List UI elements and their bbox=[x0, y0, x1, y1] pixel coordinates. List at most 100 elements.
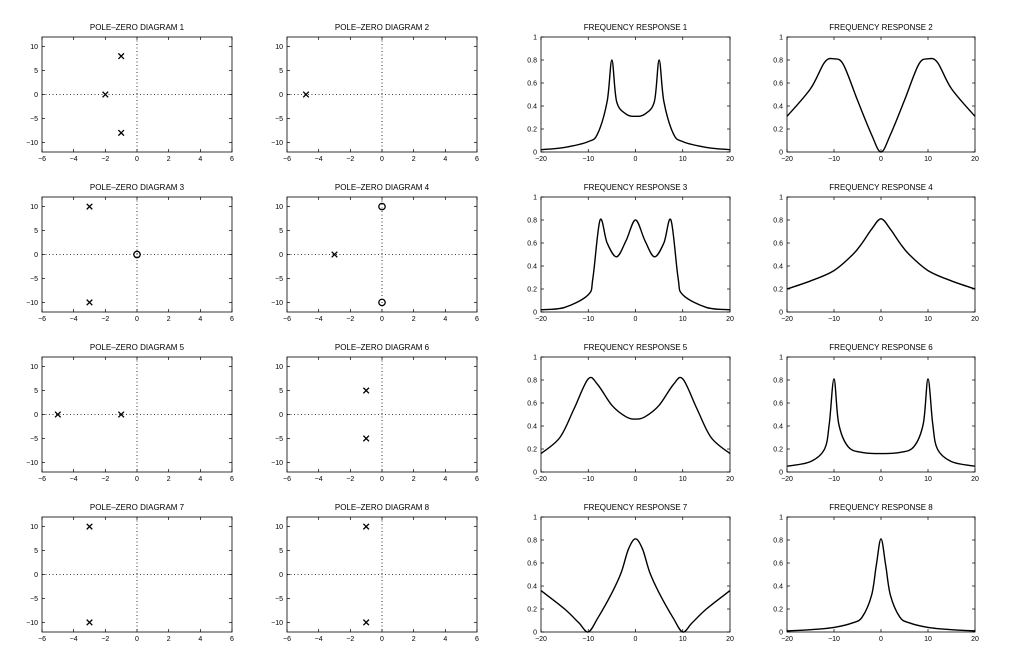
x-tick-label: −20 bbox=[781, 476, 793, 483]
y-tick-label: 0 bbox=[779, 470, 783, 477]
response-curve bbox=[786, 378, 976, 467]
y-tick-label: 0 bbox=[533, 470, 537, 477]
x-tick-label: 4 bbox=[198, 476, 202, 483]
x-tick-label: 2 bbox=[167, 636, 171, 643]
panel-title: FREQUENCY RESPONSE 1 bbox=[584, 23, 688, 32]
panel-title: POLE–ZERO DIAGRAM 5 bbox=[90, 343, 185, 352]
y-tick-label: 0 bbox=[779, 310, 783, 317]
x-tick-label: −10 bbox=[582, 156, 594, 163]
x-tick-label: 2 bbox=[412, 316, 416, 323]
x-tick-label: −6 bbox=[283, 316, 291, 323]
y-tick-label: 0.8 bbox=[773, 58, 783, 65]
x-tick-label: −10 bbox=[828, 156, 840, 163]
panel-fr2: FREQUENCY RESPONSE 2 −20 −10 0 10 20 0 0.2 0.4 0.… bbox=[773, 23, 979, 163]
pole-marker bbox=[362, 435, 370, 442]
pole-marker bbox=[362, 523, 370, 530]
x-tick-label: 0 bbox=[380, 636, 384, 643]
y-tick-label: 0 bbox=[533, 310, 537, 317]
y-tick-label: 0 bbox=[779, 150, 783, 157]
x-tick-label: 0 bbox=[879, 316, 883, 323]
axes-frame bbox=[786, 36, 976, 153]
y-tick-label: 0.4 bbox=[527, 584, 537, 591]
panel-title: POLE–ZERO DIAGRAM 1 bbox=[90, 23, 185, 32]
pole-marker bbox=[362, 619, 370, 626]
panel-title: POLE–ZERO DIAGRAM 6 bbox=[335, 343, 430, 352]
pole-stroke bbox=[117, 411, 125, 418]
x-tick-label: −20 bbox=[535, 156, 547, 163]
axes-frame bbox=[540, 356, 731, 473]
panel-pz8: POLE–ZERO DIAGRAM 8 −6 −4 −2 0 2 4 6 10 5 0 −5 −10 bbox=[271, 503, 479, 643]
x-tick-label: −4 bbox=[315, 636, 323, 643]
x-tick-label: −4 bbox=[315, 316, 323, 323]
y-tick-label: 1 bbox=[779, 195, 783, 202]
y-tick-label: 0.4 bbox=[773, 584, 783, 591]
y-tick-label: −5 bbox=[275, 596, 283, 603]
x-tick-label: 2 bbox=[167, 316, 171, 323]
y-tick-label: 0.4 bbox=[527, 104, 537, 111]
x-tick-label: 2 bbox=[412, 156, 416, 163]
y-tick-label: 0.6 bbox=[527, 561, 537, 568]
y-tick-label: 1 bbox=[533, 515, 537, 522]
panel-title: FREQUENCY RESPONSE 3 bbox=[584, 183, 688, 192]
y-tick-label: 0.6 bbox=[773, 81, 783, 88]
x-tick-label: 20 bbox=[971, 156, 979, 163]
x-tick-label: −4 bbox=[70, 476, 78, 483]
y-tick-label: 1 bbox=[533, 35, 537, 42]
x-tick-label: 10 bbox=[924, 636, 932, 643]
x-tick-label: 6 bbox=[230, 636, 234, 643]
pole-marker bbox=[54, 411, 62, 418]
y-tick-label: 0.2 bbox=[527, 287, 537, 294]
pole-stroke bbox=[362, 387, 370, 394]
x-tick-label: 6 bbox=[230, 316, 234, 323]
y-tick-label: 10 bbox=[275, 44, 283, 51]
y-tick-label: 5 bbox=[279, 68, 283, 75]
x-tick-label: −2 bbox=[101, 636, 109, 643]
pole-stroke bbox=[54, 411, 62, 418]
y-tick-label: −10 bbox=[26, 460, 38, 467]
x-tick-label: 0 bbox=[380, 476, 384, 483]
y-tick-label: 5 bbox=[279, 388, 283, 395]
panel-pz4: POLE–ZERO DIAGRAM 4 −6 −4 −2 0 2 4 6 10 5 0 −5 −10 bbox=[271, 183, 479, 323]
x-tick-label: −2 bbox=[101, 476, 109, 483]
pole-marker bbox=[102, 91, 109, 98]
y-tick-label: 0 bbox=[533, 150, 537, 157]
y-tick-label: −10 bbox=[271, 300, 283, 307]
x-tick-label: −10 bbox=[582, 476, 594, 483]
x-tick-label: 0 bbox=[879, 476, 883, 483]
y-tick-label: 1 bbox=[533, 355, 537, 362]
pole-stroke bbox=[102, 91, 109, 98]
panel-fr7: FREQUENCY RESPONSE 7 −20 −10 0 10 20 0 0.2 0.4 0.… bbox=[527, 503, 734, 643]
panel-title: FREQUENCY RESPONSE 5 bbox=[584, 343, 688, 352]
panel-pz2: POLE–ZERO DIAGRAM 2 −6 −4 −2 0 2 4 6 10 5 0 −5 −10 bbox=[271, 23, 479, 163]
x-tick-label: 0 bbox=[634, 156, 638, 163]
zero-marker bbox=[378, 298, 386, 307]
x-tick-label: 4 bbox=[443, 636, 447, 643]
y-tick-label: 0.6 bbox=[773, 561, 783, 568]
panel-fr1: FREQUENCY RESPONSE 1 −20 −10 0 10 20 0 0.2 0.4 0.… bbox=[527, 23, 734, 163]
y-tick-label: −5 bbox=[30, 116, 38, 123]
x-tick-label: −4 bbox=[70, 316, 78, 323]
x-tick-label: 0 bbox=[135, 316, 139, 323]
pole-marker bbox=[86, 299, 93, 306]
y-tick-label: −10 bbox=[271, 460, 283, 467]
y-tick-label: 0 bbox=[34, 92, 38, 99]
x-tick-label: 6 bbox=[230, 156, 234, 163]
x-tick-label: 4 bbox=[198, 156, 202, 163]
response-curve bbox=[540, 376, 731, 455]
x-tick-label: −2 bbox=[346, 476, 354, 483]
x-tick-label: 10 bbox=[679, 316, 687, 323]
panel-title: POLE–ZERO DIAGRAM 4 bbox=[335, 183, 430, 192]
x-tick-label: 20 bbox=[971, 476, 979, 483]
x-tick-label: 0 bbox=[135, 476, 139, 483]
y-tick-label: 0.8 bbox=[527, 538, 537, 545]
x-tick-label: 0 bbox=[135, 636, 139, 643]
x-tick-label: 10 bbox=[924, 476, 932, 483]
pole-marker bbox=[86, 203, 93, 210]
pole-marker bbox=[117, 129, 125, 137]
x-tick-label: 6 bbox=[475, 316, 479, 323]
x-tick-label: −6 bbox=[38, 316, 46, 323]
panel-title: FREQUENCY RESPONSE 4 bbox=[829, 183, 933, 192]
panel-pz6: POLE–ZERO DIAGRAM 6 −6 −4 −2 0 2 4 6 10 5 0 −5 −10 bbox=[271, 343, 479, 483]
y-tick-label: −10 bbox=[271, 140, 283, 147]
